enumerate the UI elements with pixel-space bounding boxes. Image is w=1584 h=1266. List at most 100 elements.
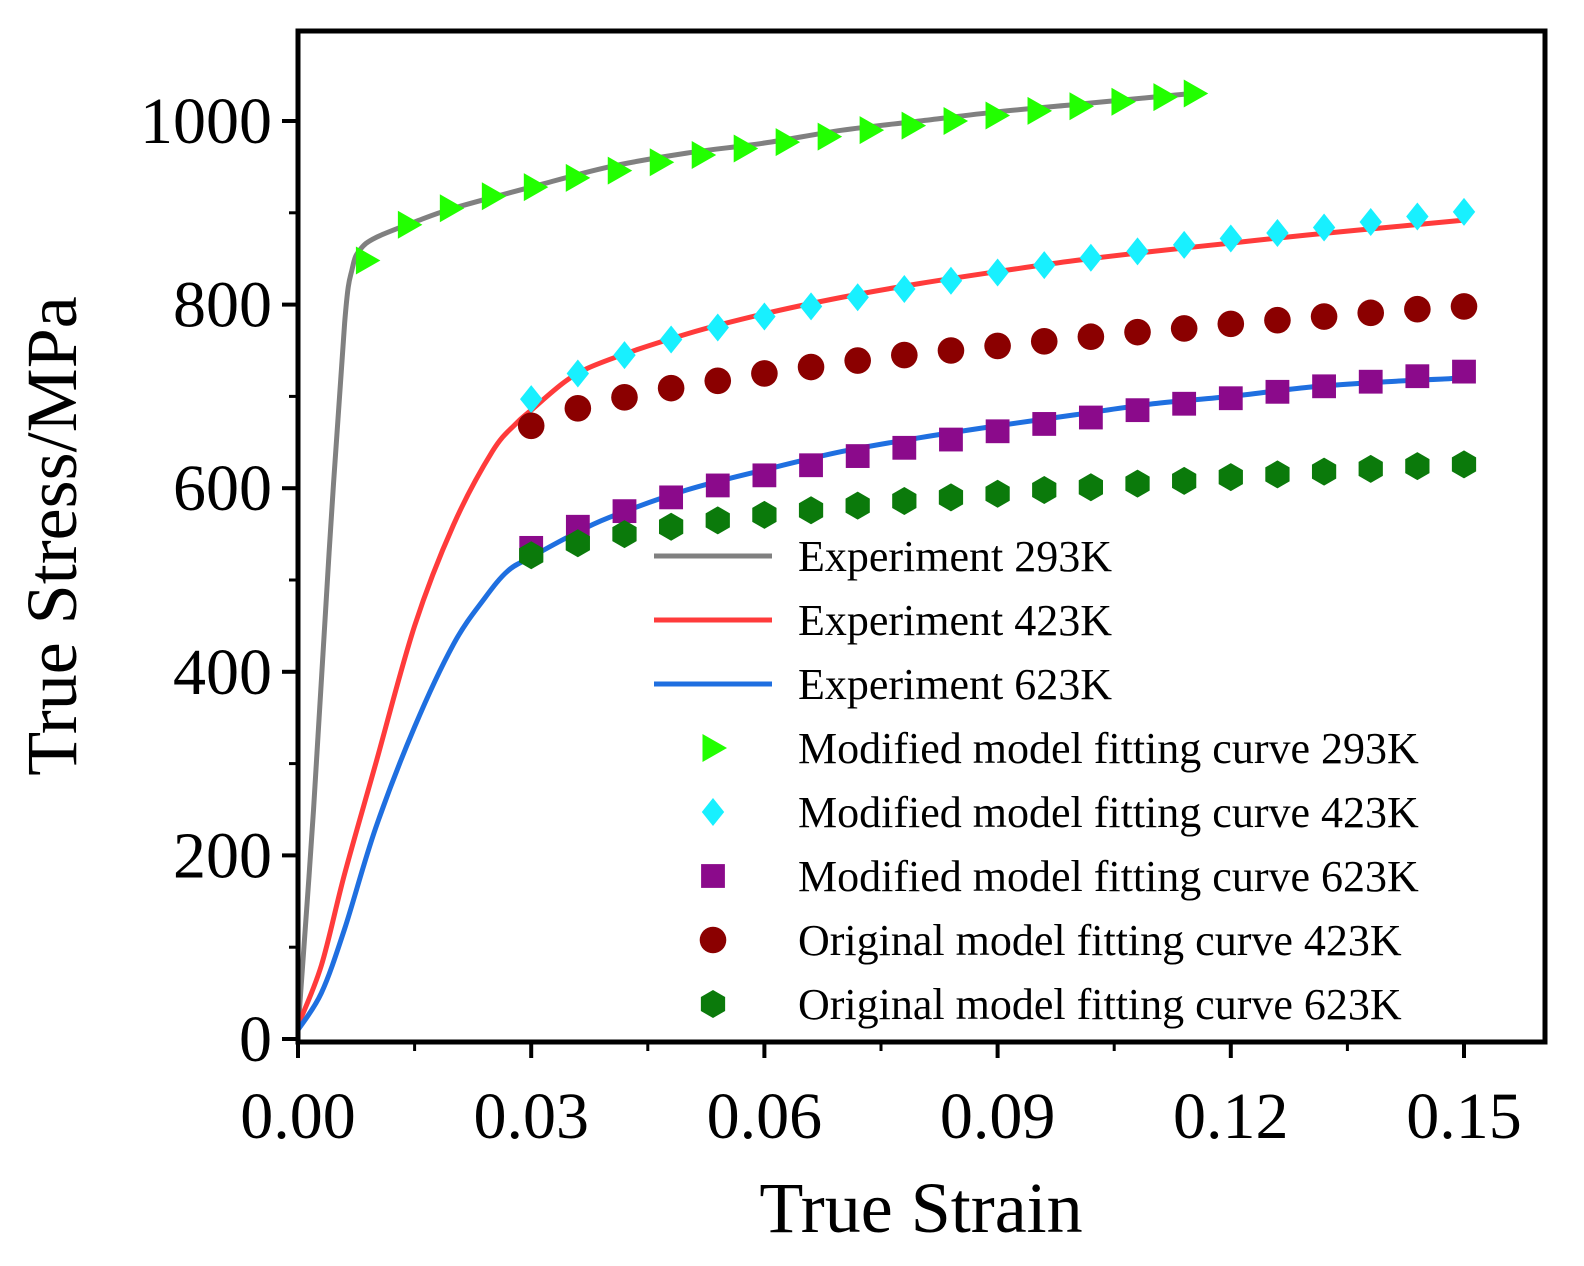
data-point-7-10 [985,479,1010,508]
x-tick-label: 0.03 [473,1080,589,1153]
data-point-6-16 [1264,306,1291,334]
legend-marker-swatch [699,926,727,954]
data-point-4-14 [1172,230,1196,259]
data-point-6-4 [704,367,732,395]
data-point-6-14 [1170,315,1198,342]
data-point-3-4 [523,173,549,202]
data-point-5-17 [1312,374,1336,399]
legend-label: Experiment 423K [798,596,1112,645]
data-point-7-1 [565,529,590,558]
data-point-7-8 [892,487,917,516]
data-point-3-8 [691,140,717,169]
data-point-7-14 [1172,466,1197,495]
legend-marker-swatch [700,990,726,1018]
data-point-6-11 [1030,328,1058,355]
data-point-3-13 [901,111,927,140]
x-axis-title: True Strain [759,1168,1082,1248]
data-point-3-15 [985,101,1011,130]
legend-label: Experiment 293K [798,532,1112,581]
data-point-3-19 [1153,83,1178,112]
data-point-7-5 [752,500,777,529]
y-tick-label: 1000 [140,85,272,158]
marker-layer [355,79,1478,570]
data-point-4-15 [1219,224,1242,253]
legend-marker-swatch [701,798,725,826]
data-point-6-3 [657,374,685,402]
data-point-4-18 [1359,207,1382,236]
data-point-5-9 [939,427,963,452]
data-point-3-14 [943,107,969,135]
y-tick-label: 800 [173,269,272,342]
data-point-5-4 [705,473,730,498]
data-point-4-7 [846,283,869,312]
data-point-3-18 [1111,87,1136,116]
data-point-5-19 [1405,364,1430,389]
data-point-7-20 [1451,450,1477,479]
data-point-7-4 [705,506,730,535]
legend-item: Modified model fitting curve 423K [701,788,1419,837]
plot-frame [295,28,1548,1045]
data-point-3-20 [1183,79,1209,108]
data-point-6-12 [1077,323,1105,351]
data-point-6-19 [1404,295,1431,323]
data-point-7-3 [658,512,684,541]
data-point-5-5 [752,463,777,488]
data-point-3-1 [397,210,423,239]
data-point-4-2 [613,341,636,370]
x-tick-label: 0.12 [1173,1080,1289,1153]
data-point-7-7 [845,491,870,520]
legend-marker-swatch [701,864,725,888]
data-point-3-10 [775,128,801,157]
data-point-3-2 [439,194,465,223]
data-point-3-16 [1027,96,1053,125]
data-point-3-6 [607,156,633,185]
data-point-5-15 [1218,386,1243,411]
data-point-5-14 [1172,391,1197,416]
data-point-6-17 [1310,303,1338,330]
data-point-4-0 [520,385,543,414]
data-point-4-9 [939,266,963,295]
data-point-6-2 [611,384,638,411]
data-point-6-10 [984,332,1011,360]
legend-marker-swatch [702,734,727,762]
data-point-7-16 [1265,460,1290,489]
data-point-4-20 [1452,197,1476,226]
data-point-7-0 [519,541,544,570]
data-point-4-6 [799,292,823,321]
legend-label: Original model fitting curve 623K [798,980,1402,1029]
data-point-6-8 [891,341,918,369]
legend-item: Original model fitting curve 623K [700,980,1402,1029]
data-point-6-9 [937,337,965,364]
data-point-4-17 [1312,213,1336,242]
data-point-3-7 [649,148,675,177]
legend: Experiment 293K Experiment 423K Experiment… [654,532,1419,1029]
data-point-3-3 [481,182,507,211]
data-point-5-12 [1078,405,1103,430]
data-point-5-7 [845,444,870,468]
y-tick-label: 600 [173,452,272,525]
data-point-6-20 [1450,293,1478,320]
data-point-6-13 [1124,318,1151,346]
legend-label: Experiment 623K [798,660,1112,709]
data-point-3-12 [859,116,885,145]
tick-layer: 0.00 0.03 0.06 0.09 0.12 0.15 0 200 400 600 800 100… [140,85,1522,1153]
data-point-5-16 [1265,379,1290,404]
data-point-7-2 [612,520,637,549]
data-point-5-18 [1358,369,1383,394]
data-point-5-11 [1032,412,1057,436]
data-point-6-6 [797,353,825,381]
legend-item: Experiment 623K [654,660,1112,709]
x-tick-label: 0.00 [240,1080,356,1153]
legend-item: Modified model fitting curve 293K [702,724,1419,773]
data-point-7-12 [1078,473,1104,502]
legend-item: Experiment 293K [654,532,1112,581]
legend-label: Modified model fitting curve 623K [798,852,1419,901]
data-point-6-15 [1217,310,1245,338]
data-point-6-7 [844,347,871,374]
legend-label: Modified model fitting curve 293K [798,724,1419,773]
data-point-7-15 [1218,463,1243,492]
data-point-7-9 [938,483,964,512]
legend-item: Experiment 423K [654,596,1112,645]
data-point-5-10 [985,419,1010,444]
